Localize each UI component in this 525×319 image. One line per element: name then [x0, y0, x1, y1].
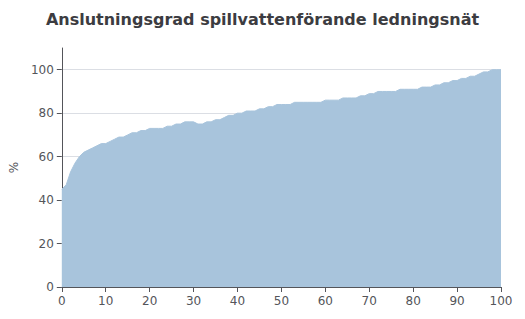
svg-text:Anslutningsgrad spillvattenför: Anslutningsgrad spillvattenförande ledni…: [46, 10, 480, 29]
svg-text:100: 100: [31, 63, 54, 77]
svg-text:10: 10: [98, 294, 113, 308]
svg-text:90: 90: [449, 294, 464, 308]
svg-text:40: 40: [230, 294, 245, 308]
svg-text:60: 60: [318, 294, 333, 308]
svg-text:20: 20: [39, 237, 54, 251]
svg-text:0: 0: [46, 280, 54, 294]
svg-text:80: 80: [39, 106, 54, 120]
svg-text:%: %: [7, 162, 21, 173]
svg-text:100: 100: [490, 294, 513, 308]
svg-text:60: 60: [39, 150, 54, 164]
svg-text:20: 20: [142, 294, 157, 308]
svg-text:40: 40: [39, 193, 54, 207]
svg-text:50: 50: [274, 294, 289, 308]
svg-text:0: 0: [58, 294, 66, 308]
svg-text:70: 70: [362, 294, 377, 308]
svg-text:80: 80: [406, 294, 421, 308]
svg-text:30: 30: [186, 294, 201, 308]
